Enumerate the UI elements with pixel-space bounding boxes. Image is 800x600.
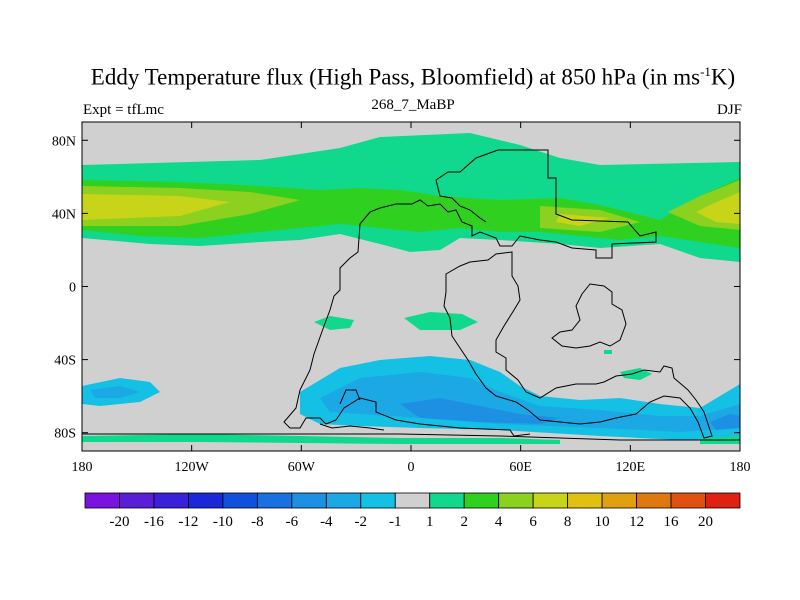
colorbar-swatch	[84, 492, 120, 509]
colorbar-swatch	[567, 492, 603, 509]
contour-region	[620, 368, 652, 380]
coastline-segment	[82, 433, 740, 441]
colorbar-label: 1	[426, 514, 434, 530]
chart-title: Eddy Temperature flux (High Pass, Bloomf…	[90, 64, 736, 90]
contour-region	[604, 350, 612, 354]
contour-region	[82, 194, 230, 220]
x-tick-label: 0	[408, 460, 415, 475]
colorbar-label: -10	[213, 514, 233, 530]
colorbar-label: 2	[460, 514, 468, 530]
colorbar-label: 6	[529, 514, 537, 530]
colorbar-label: -6	[286, 514, 299, 530]
coastline-segment	[319, 423, 385, 431]
y-tick-label: 0	[69, 281, 76, 296]
field-layer	[82, 122, 740, 451]
contour-region	[82, 434, 560, 444]
coastline-segment	[339, 389, 361, 405]
season-label: DJF	[716, 102, 742, 118]
contour-region	[404, 312, 478, 330]
colorbar-label: -2	[355, 514, 368, 530]
y-tick-label: 40N	[52, 207, 76, 222]
colorbar-label: 8	[564, 514, 572, 530]
axis-ticks: 180 120W 60W 0 60E 120E 180 80N 40N 0 40S 80S	[52, 122, 751, 475]
colorbar-label: 4	[495, 514, 503, 530]
contour-region	[400, 398, 560, 424]
colorbar-legend: -20 -16 -12 -10 -8 -6 -4 -2 -1 1 2 4 6 8 10 12 16 20	[84, 492, 741, 530]
y-tick-label: 80S	[54, 427, 76, 442]
coastline-segment	[435, 149, 499, 181]
colorbar-label: -4	[320, 514, 333, 530]
coastline-segment	[435, 179, 487, 223]
colorbar-swatch	[291, 492, 327, 509]
contour-region	[90, 386, 140, 398]
colorbar-swatch	[188, 492, 224, 509]
experiment-label: Expt = tfLmc	[83, 102, 164, 118]
contour-region	[696, 192, 740, 224]
colorbar-label: 12	[629, 514, 644, 530]
colorbar-label: -8	[251, 514, 264, 530]
y-tick-label: 80N	[52, 134, 76, 149]
colorbar-label: -20	[109, 514, 129, 530]
colorbar-swatch	[636, 492, 672, 509]
x-tick-label: 60E	[509, 460, 532, 475]
colorbar-swatch	[222, 492, 258, 509]
colorbar-swatch	[360, 492, 396, 509]
colorbar-swatch	[256, 492, 293, 509]
coastline-segment	[283, 149, 657, 437]
colorbar-label: 20	[698, 514, 713, 530]
x-tick-label: 120W	[175, 460, 210, 475]
coastline-segment	[443, 251, 713, 439]
colorbar-label: -12	[178, 514, 198, 530]
coastline-map	[82, 149, 740, 441]
coastline-segment	[551, 283, 627, 349]
colorbar-swatch	[463, 492, 500, 509]
colorbar-swatch	[601, 492, 637, 509]
x-tick-label: 180	[72, 460, 93, 475]
colorbar-swatch	[532, 492, 569, 509]
contour-region	[710, 414, 740, 430]
colorbar-swatch	[153, 492, 189, 509]
x-tick-label: 180	[730, 460, 751, 475]
colorbar-label: 10	[595, 514, 610, 530]
colorbar-swatch	[394, 492, 431, 509]
colorbar-label: 16	[664, 514, 680, 530]
x-tick-label: 60W	[288, 460, 316, 475]
y-tick-label: 40S	[54, 354, 76, 369]
colorbar-swatch	[498, 492, 534, 509]
x-tick-label: 120E	[616, 460, 646, 475]
colorbar-swatch	[325, 492, 362, 509]
colorbar-label: -16	[144, 514, 164, 530]
colorbar-swatch	[429, 492, 465, 509]
colorbar-swatch	[670, 492, 706, 509]
colorbar-swatch	[119, 492, 155, 509]
colorbar-label: -1	[389, 514, 402, 530]
run-label: 268_7_MaBP	[371, 97, 455, 113]
colorbar-swatch	[705, 492, 741, 509]
